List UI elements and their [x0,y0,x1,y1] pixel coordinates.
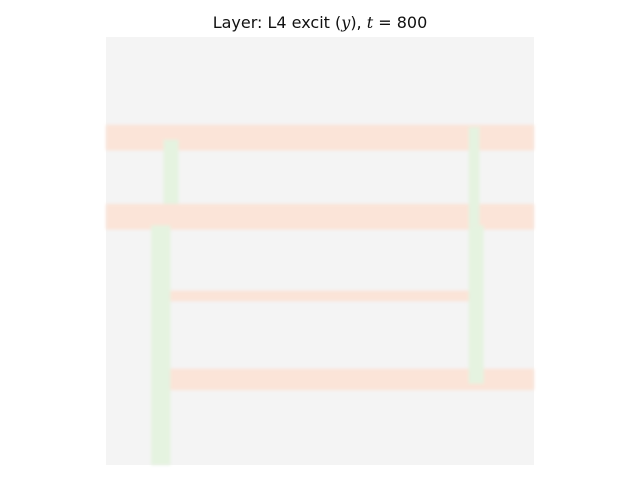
title-time-variable: t [366,13,374,32]
vertical-streak-2 [151,225,171,465]
title-mid: ), [350,13,367,32]
heatmap-streaks [106,124,534,465]
heatmap-background [106,37,534,465]
horizontal-streak-2 [106,203,534,230]
vertical-streak-3 [468,126,480,226]
vertical-streak-1 [163,139,179,204]
horizontal-streak-3 [161,290,481,302]
title-equals: = [373,13,397,32]
title-prefix: Layer: L4 excit ( [212,13,342,32]
chart-title: Layer: L4 excit (y), t = 800 [0,13,640,33]
vertical-streak-4 [468,225,484,384]
horizontal-streak-4 [159,368,534,391]
title-variable: y [341,13,351,32]
title-time-value: 800 [396,13,428,32]
